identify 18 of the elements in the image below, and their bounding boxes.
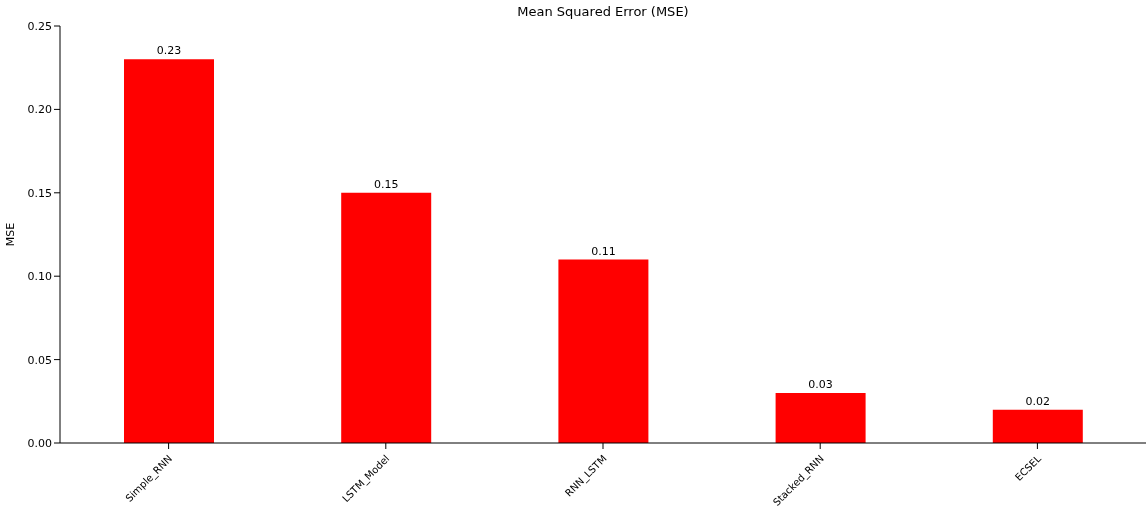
chart-title: Mean Squared Error (MSE) [516, 4, 690, 19]
data-label: 0.03 [808, 377, 833, 391]
bar [341, 192, 432, 443]
data-label: 0.02 [1025, 394, 1051, 408]
bar [558, 259, 649, 443]
data-label: 0.15 [373, 177, 399, 191]
y-tick-label: 0.00 [27, 436, 52, 450]
bar [124, 59, 214, 443]
data-label: 0.11 [591, 244, 616, 258]
y-tick-label: 0.10 [27, 270, 52, 284]
y-tick-label: 0.25 [27, 19, 52, 33]
data-label: 0.23 [156, 44, 182, 58]
y-axis-title: MSE [3, 222, 17, 247]
bar [775, 392, 866, 443]
y-tick-label: 0.20 [27, 103, 52, 117]
y-tick-label: 0.05 [27, 353, 52, 367]
bar [992, 409, 1083, 443]
y-tick-label: 0.15 [27, 186, 52, 200]
